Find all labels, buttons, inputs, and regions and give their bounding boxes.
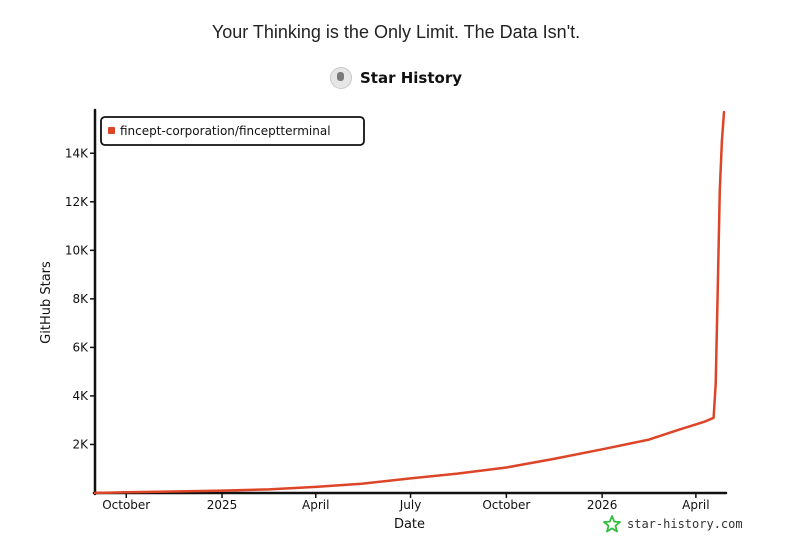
y-axis-title: GitHub Stars (39, 261, 54, 344)
legend-label: fincept-corporation/finceptterminal (120, 124, 331, 138)
y-tick-label: 12K (65, 195, 89, 209)
x-tick-label: April (682, 498, 709, 512)
brand: Star History (0, 67, 792, 93)
legend-swatch (108, 127, 115, 134)
watermark-text: star-history.com (627, 517, 743, 531)
legend-box (100, 116, 365, 146)
x-tick-label: April (302, 498, 329, 512)
x-tick-label: 2025 (207, 498, 238, 512)
y-tick-label: 2K (72, 437, 89, 451)
x-tick-label: July (399, 498, 422, 512)
y-tick-label: 4K (72, 389, 89, 403)
x-axis-title: Date (394, 517, 425, 532)
y-tick-label: 6K (72, 340, 89, 354)
series-line (93, 110, 726, 495)
brand-title: Star History (360, 69, 462, 87)
y-tick-label: 8K (72, 292, 89, 306)
watermark[interactable]: star-history.com (603, 515, 743, 533)
x-tick-label: October (102, 498, 150, 512)
x-tick-label: 2026 (587, 498, 618, 512)
x-tick-label: October (482, 498, 530, 512)
y-tick-label: 14K (65, 146, 89, 160)
page-headline: Your Thinking is the Only Limit. The Dat… (211, 22, 581, 42)
y-tick-label: 10K (65, 243, 89, 257)
star-icon (603, 515, 621, 533)
brand-logo-icon (330, 67, 352, 89)
